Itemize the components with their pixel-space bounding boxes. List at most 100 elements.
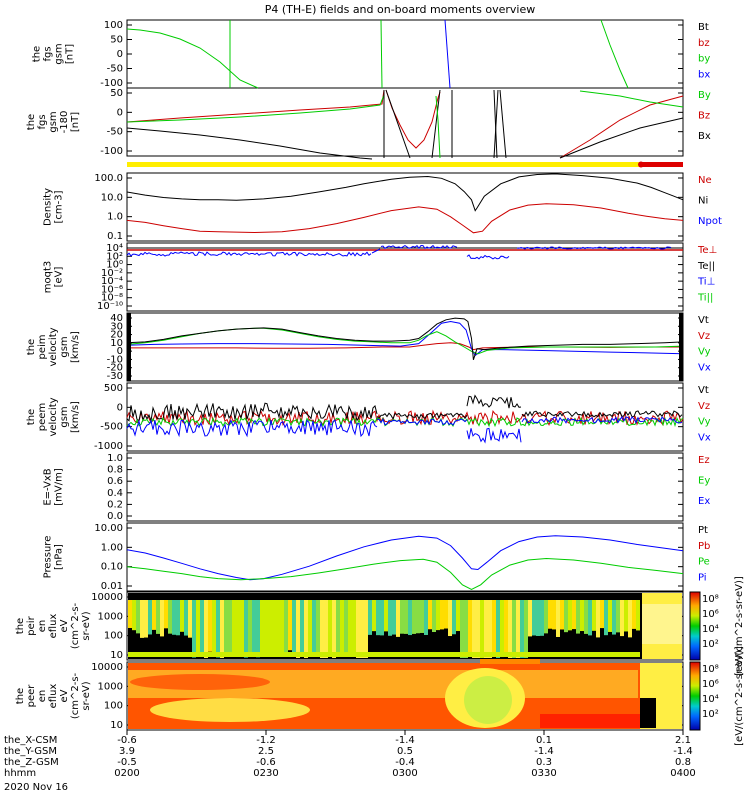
xaxis-value: 0330 [531, 768, 556, 779]
peir-column [448, 600, 452, 637]
ylabel-pressure: [nPa] [54, 544, 65, 570]
legend-vi-Vt: Vt [698, 315, 709, 326]
ytick-label-temp: 10⁻¹⁰ [97, 301, 123, 312]
panel-frame-fgs_lo [126, 87, 684, 157]
peir-column [224, 600, 228, 655]
ytick-label-vi: 10 [110, 338, 123, 349]
peir-column [596, 600, 600, 638]
peir-column [440, 600, 444, 630]
ylabel-ve: gsm [59, 406, 70, 427]
peer-blob [464, 676, 512, 724]
ytick-label-peir: 100 [104, 631, 123, 642]
ytick-label-temp: 10² [106, 251, 123, 262]
peir-column [148, 600, 152, 635]
xaxis-value: -0.6 [256, 757, 276, 768]
ylabel-vi: velocity [48, 327, 59, 366]
ylabel-fgs_lo: fgs [37, 114, 48, 129]
peir-column [484, 600, 488, 658]
ylabel-efield: [mV/m] [54, 468, 65, 506]
peir-column [520, 600, 524, 658]
legend-ve-Vx: Vx [698, 432, 711, 443]
peir-end-block [642, 593, 682, 659]
lo-bx [126, 127, 373, 160]
colorbar-tick-peir: 10⁶ [702, 609, 719, 620]
ve-vx-c [466, 427, 522, 444]
peir-column [288, 600, 292, 651]
colorbar-peir [689, 591, 701, 661]
xaxis-value: 0.8 [675, 757, 691, 768]
peir-column [232, 600, 236, 654]
region-bar-yellow [127, 162, 639, 167]
vi-edge-bar [127, 313, 131, 381]
peir-column [348, 600, 352, 653]
legend-pressure-Pi: Pi [698, 572, 707, 583]
xaxis-row-label: the_X-CSM [4, 735, 57, 746]
peir-column [236, 600, 240, 653]
peir-column [172, 600, 176, 635]
ytick-label-temp: 10⁻⁸ [101, 293, 123, 304]
peir-column [164, 600, 168, 629]
colorbar-tick-peer: 10⁸ [702, 664, 719, 675]
peer-low [540, 714, 640, 728]
ytick-label-peir: 1000 [98, 611, 123, 622]
peir-column [420, 600, 424, 633]
peir-column [276, 600, 280, 654]
peir-column [460, 600, 464, 658]
ylabel-temp: moqt3 [43, 261, 54, 294]
colorbar-label-peir: [eV/(cm^2-s-sr-eV)] [734, 576, 745, 676]
ytick-label-pressure: 1.00 [101, 542, 123, 553]
peir-column [300, 600, 304, 657]
peir-column [608, 600, 612, 632]
legend-pressure-Pb: Pb [698, 541, 710, 552]
peir-column [244, 600, 248, 658]
peir-column [504, 600, 508, 657]
peir-column [156, 600, 160, 634]
region-bar-marker [638, 161, 644, 168]
ylabel-fgs: the [32, 46, 43, 62]
ve-vx-b [376, 418, 468, 426]
peir-column [136, 600, 140, 634]
peir-column [488, 600, 492, 658]
ytick-label-density: 100.0 [94, 173, 123, 184]
legend-vi-Vz: Vz [698, 331, 710, 342]
ylabel-fgs_lo: gsm [48, 111, 59, 132]
peir-column [308, 600, 312, 654]
peir-column [144, 600, 148, 638]
xaxis-value: 0.1 [536, 735, 552, 746]
legend-fgs_lo-Bz: Bz [698, 111, 710, 122]
figure-title: P4 (TH-E) fields and on-board moments ov… [265, 3, 536, 16]
peir-column [240, 600, 244, 654]
ytick-label-fgs: 100 [104, 20, 123, 31]
ytick-label-fgs_lo: 0 [117, 107, 123, 118]
peir-column [400, 600, 404, 634]
legend-efield-Ex: Ex [698, 496, 710, 507]
panel-frame-pressure [126, 522, 684, 592]
pressure-pi [126, 535, 684, 581]
panel-frame-efield [126, 452, 684, 522]
ylabel-temp: [eV] [54, 267, 65, 288]
peir-column [560, 600, 564, 630]
peir-column [636, 600, 640, 631]
ytick-label-pressure: 10.00 [94, 523, 123, 534]
peir-column [468, 600, 472, 656]
peir-column [432, 600, 436, 633]
lo-bz-late [559, 95, 684, 159]
ylabel-peer: en [37, 690, 48, 703]
ve-vt-c [466, 394, 522, 409]
peir-column [364, 600, 368, 658]
ylabel-peer: eflux [48, 684, 59, 709]
peir-column [328, 600, 332, 653]
peir-column [208, 600, 212, 652]
ve-vt-b [376, 412, 468, 421]
peir-column [184, 600, 188, 636]
ytick-label-efield: 0.0 [107, 511, 123, 522]
ytick-label-density: 0.1 [107, 231, 123, 242]
ytick-label-vi: 30 [110, 321, 123, 332]
legend-density-Ni: Ni [698, 196, 708, 207]
ytick-label-peer: 10 [110, 720, 123, 731]
xaxis-row-label: hhmm [4, 768, 36, 779]
peir-column [212, 600, 216, 654]
legend-efield-Ez: Ez [698, 455, 710, 466]
ytick-label-ve: 0 [117, 402, 123, 413]
